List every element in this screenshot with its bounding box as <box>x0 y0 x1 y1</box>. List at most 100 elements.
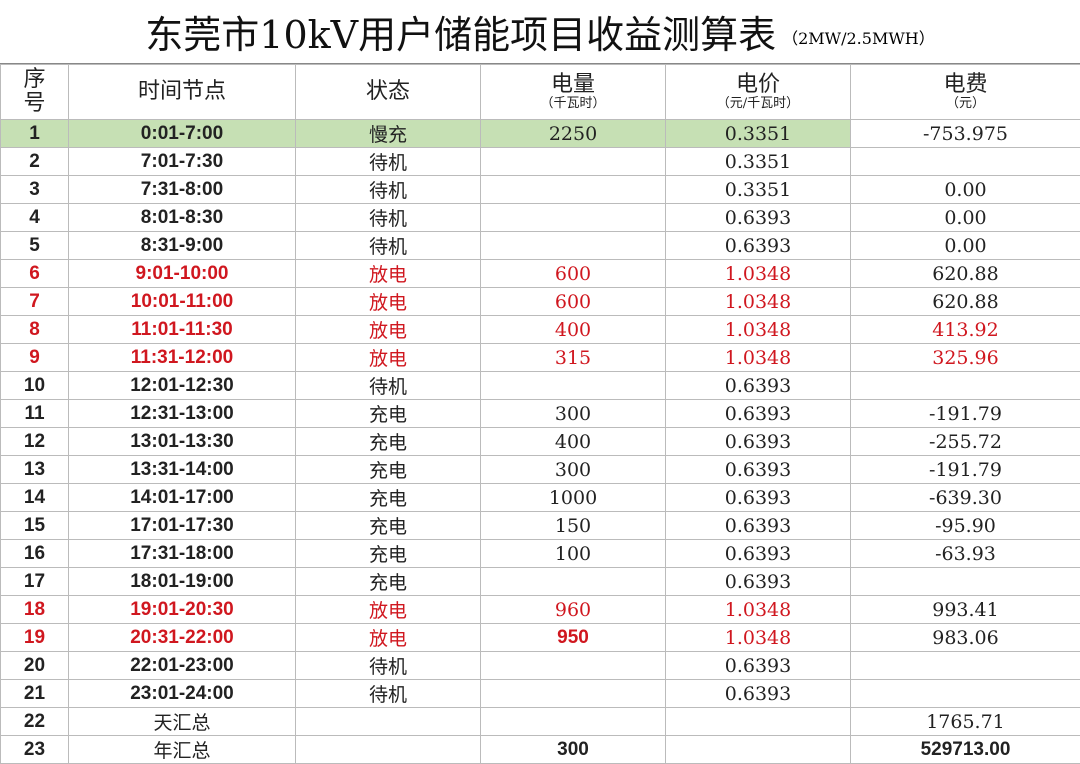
cell-energy <box>481 204 666 232</box>
cell-price: 0.6393 <box>666 428 851 456</box>
cell-fee: 1765.71 <box>851 708 1080 736</box>
cell-seq: 19 <box>1 624 69 652</box>
cell-seq: 15 <box>1 512 69 540</box>
cell-price <box>666 708 851 736</box>
cell-price: 1.0348 <box>666 344 851 372</box>
cell-price: 0.6393 <box>666 232 851 260</box>
cell-time: 19:01-20:30 <box>69 596 296 624</box>
cell-status: 待机 <box>296 232 481 260</box>
cell-energy <box>481 372 666 400</box>
cell-seq: 18 <box>1 596 69 624</box>
cell-time: 10:01-11:00 <box>69 288 296 316</box>
cell-seq: 20 <box>1 652 69 680</box>
cell-seq: 2 <box>1 148 69 176</box>
cell-price: 0.6393 <box>666 680 851 708</box>
cell-energy <box>481 176 666 204</box>
cell-time: 12:31-13:00 <box>69 400 296 428</box>
cell-seq: 22 <box>1 708 69 736</box>
cell-energy: 400 <box>481 316 666 344</box>
cell-price: 1.0348 <box>666 260 851 288</box>
cell-fee: -95.90 <box>851 512 1080 540</box>
cell-time: 13:31-14:00 <box>69 456 296 484</box>
cell-status: 待机 <box>296 148 481 176</box>
cell-time: 22:01-23:00 <box>69 652 296 680</box>
header-energy: 电量（千瓦时） <box>481 65 666 120</box>
cell-price: 0.6393 <box>666 400 851 428</box>
cell-fee: 0.00 <box>851 232 1080 260</box>
cell-status: 充电 <box>296 484 481 512</box>
cell-seq: 6 <box>1 260 69 288</box>
cell-fee: -191.79 <box>851 456 1080 484</box>
cell-status: 放电 <box>296 288 481 316</box>
cell-seq: 3 <box>1 176 69 204</box>
cell-status: 放电 <box>296 624 481 652</box>
cell-time: 17:31-18:00 <box>69 540 296 568</box>
cell-time: 8:31-9:00 <box>69 232 296 260</box>
cell-fee <box>851 568 1080 596</box>
cell-seq: 14 <box>1 484 69 512</box>
cell-energy: 600 <box>481 288 666 316</box>
cell-seq: 9 <box>1 344 69 372</box>
cell-seq: 13 <box>1 456 69 484</box>
cell-time: 7:01-7:30 <box>69 148 296 176</box>
cell-time: 13:01-13:30 <box>69 428 296 456</box>
cell-fee: 325.96 <box>851 344 1080 372</box>
cell-energy <box>481 708 666 736</box>
cell-time: 11:01-11:30 <box>69 316 296 344</box>
cell-price: 0.3351 <box>666 148 851 176</box>
cell-time: 11:31-12:00 <box>69 344 296 372</box>
cell-time: 20:31-22:00 <box>69 624 296 652</box>
cell-status: 放电 <box>296 316 481 344</box>
cell-status: 待机 <box>296 176 481 204</box>
cell-energy: 2250 <box>481 120 666 148</box>
cell-time: 9:01-10:00 <box>69 260 296 288</box>
cell-price: 0.6393 <box>666 512 851 540</box>
cell-energy: 1000 <box>481 484 666 512</box>
cell-energy: 300 <box>481 456 666 484</box>
cell-energy: 150 <box>481 512 666 540</box>
cell-time: 14:01-17:00 <box>69 484 296 512</box>
cell-status: 待机 <box>296 680 481 708</box>
cell-energy <box>481 568 666 596</box>
cell-status: 放电 <box>296 596 481 624</box>
cell-time: 0:01-7:00 <box>69 120 296 148</box>
cell-time: 7:31-8:00 <box>69 176 296 204</box>
cell-seq: 21 <box>1 680 69 708</box>
cell-status: 充电 <box>296 400 481 428</box>
cell-fee <box>851 652 1080 680</box>
header-row: 序号 时间节点 状态 电量（千瓦时） 电价（元/千瓦时） 电费（元） <box>1 65 1080 120</box>
cell-time: 17:01-17:30 <box>69 512 296 540</box>
cell-price: 1.0348 <box>666 624 851 652</box>
cell-seq: 11 <box>1 400 69 428</box>
cell-fee: 993.41 <box>851 596 1080 624</box>
cell-price: 1.0348 <box>666 316 851 344</box>
header-seq: 序号 <box>1 65 69 120</box>
cell-seq: 5 <box>1 232 69 260</box>
cell-energy <box>481 680 666 708</box>
cell-status: 充电 <box>296 512 481 540</box>
cell-energy: 950 <box>481 624 666 652</box>
cell-fee: 413.92 <box>851 316 1080 344</box>
cell-seq: 16 <box>1 540 69 568</box>
cell-price: 0.6393 <box>666 540 851 568</box>
cell-price <box>666 736 851 764</box>
cell-total-label: 年汇总 <box>69 736 296 764</box>
cell-fee: -255.72 <box>851 428 1080 456</box>
cell-fee: 620.88 <box>851 260 1080 288</box>
cell-price: 1.0348 <box>666 288 851 316</box>
cell-fee: -639.30 <box>851 484 1080 512</box>
cell-time: 12:01-12:30 <box>69 372 296 400</box>
